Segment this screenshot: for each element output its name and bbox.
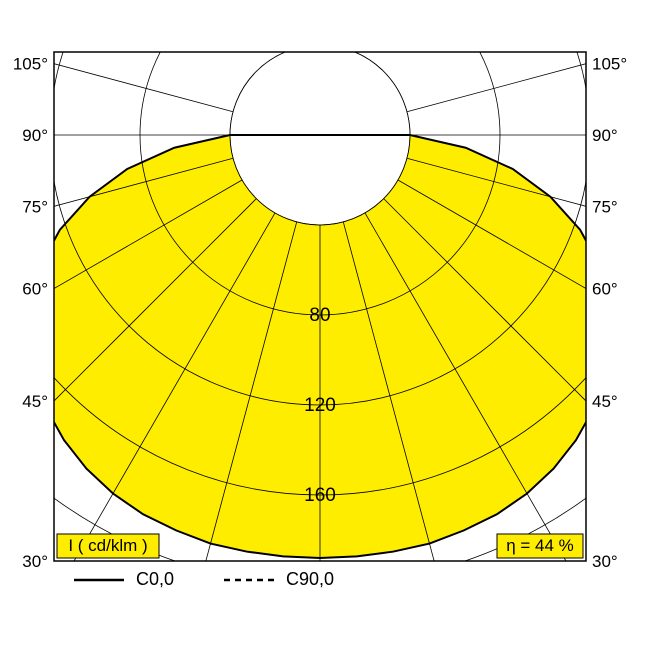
angle-label-right: 105° bbox=[592, 55, 627, 74]
unit-label: I ( cd/klm ) bbox=[68, 536, 147, 555]
radial-label: 80 bbox=[309, 305, 330, 326]
photometric-polar-chart: 105° 105° 90° 90° 75° 75° 60° 60° 45° 45° 30° 30° 80… bbox=[0, 0, 650, 650]
radial-label: 120 bbox=[304, 395, 336, 416]
legend-label: C0,0 bbox=[136, 569, 174, 589]
angle-label-left: 75° bbox=[22, 197, 48, 216]
radial-label: 160 bbox=[304, 485, 336, 506]
angle-label-right: 45° bbox=[592, 392, 618, 411]
angle-label-right: 30° bbox=[592, 552, 618, 571]
angle-label-left: 105° bbox=[13, 55, 48, 74]
legend-label: C90,0 bbox=[286, 569, 334, 589]
angle-label-left: 30° bbox=[22, 552, 48, 571]
angle-label-left: 60° bbox=[22, 280, 48, 299]
angle-label-right: 75° bbox=[592, 197, 618, 216]
eta-label: η = 44 % bbox=[506, 536, 574, 555]
angle-label-left: 90° bbox=[22, 126, 48, 145]
angle-label-right: 60° bbox=[592, 280, 618, 299]
angle-label-right: 90° bbox=[592, 126, 618, 145]
angle-label-left: 45° bbox=[22, 392, 48, 411]
